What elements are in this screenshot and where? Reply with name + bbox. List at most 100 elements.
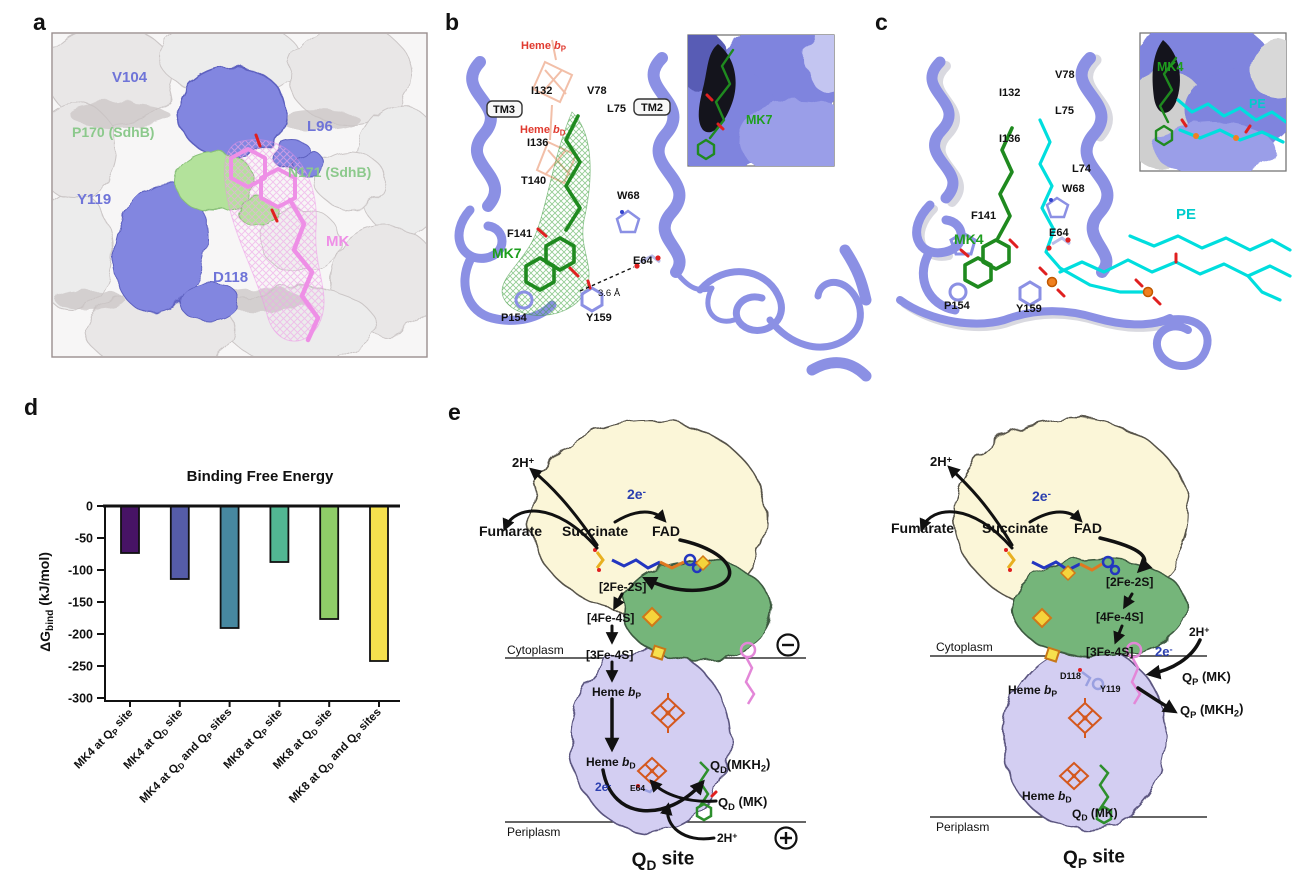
cofactor-glyphs-right	[1004, 548, 1143, 825]
fe3s4-label-r: [3Fe-4S]	[1086, 645, 1133, 659]
tm3-label: TM3	[493, 104, 515, 116]
pe-lipid-sticks	[1046, 276, 1058, 288]
e64-sticks-c	[1065, 237, 1071, 243]
heme-bd-label: b	[553, 124, 560, 136]
electron-flow-arrows-right	[919, 510, 1014, 550]
e64-sticks	[634, 263, 640, 269]
qd-site-caption: QD site	[632, 848, 695, 873]
x-category-label: MK4 at Q	[122, 728, 166, 772]
pe-label: PE	[1176, 206, 1196, 223]
e64-sticks	[655, 255, 661, 261]
y-tick-label: -200	[68, 628, 93, 642]
cofactor-glyphs-right	[1059, 564, 1077, 582]
panel-b-inset	[688, 35, 834, 166]
pe-lipid-sticks	[1058, 266, 1150, 294]
e2-right-label: -	[1169, 644, 1172, 654]
y-tick-label: 0	[86, 500, 93, 514]
bar-6	[369, 505, 389, 662]
x-category-label: D	[310, 727, 321, 738]
w68-ring-c	[1045, 196, 1070, 219]
panel-c-inset	[1233, 135, 1239, 141]
panel-letter-a: a	[33, 9, 46, 35]
cytoplasm-label-r: Cytoplasm	[936, 640, 993, 654]
e2-bottom-label: 2e-	[595, 780, 611, 794]
helix-ribbons-art-c	[912, 200, 966, 258]
h2-bottom-label: 2H+	[717, 831, 737, 845]
h2-top-label-r: +	[947, 454, 953, 464]
helix-ribbons-art	[766, 278, 864, 351]
cofactor-glyphs-right	[1031, 607, 1053, 629]
panel-c-inset	[1140, 33, 1286, 171]
qd-mk-label: D	[728, 802, 735, 812]
y-tick-label: -50	[75, 532, 93, 546]
residue-label-t140: T140	[521, 175, 546, 187]
residue-label-p154: P154	[501, 312, 528, 324]
residue-label-i132-c: I132	[999, 87, 1020, 99]
mk7-label: MK7	[492, 245, 522, 261]
cofactor-glyphs-right	[1091, 677, 1105, 691]
electron-flow-arrows-right	[1145, 638, 1202, 680]
qp-mkh2-label: QP (MKH2)	[1180, 701, 1243, 720]
e2-top-label-r: 2e	[1032, 488, 1048, 504]
qd-mk-label: (MK)	[735, 794, 768, 809]
residue-label-w68-c: W68	[1062, 183, 1085, 195]
e64-sticks	[634, 254, 661, 269]
residue-label-n171: N171 (SdhB)	[288, 164, 371, 180]
p154-sticks	[514, 290, 534, 310]
mk-ligand-sticks	[287, 197, 321, 343]
tm2-label: TM2	[641, 102, 663, 114]
residue-label-v78: V78	[587, 85, 607, 97]
mk7-sticks	[564, 114, 582, 232]
cofactor-glyphs-right	[1044, 646, 1061, 663]
h2-right-label: 2H+	[1189, 625, 1209, 639]
panel-b-inset	[805, 35, 834, 95]
heme-bd-label: Heme bD	[520, 124, 566, 137]
qp-diagram-labels: 2H+ 2e- Fumarate Succinate FAD [2Fe-2S] …	[891, 454, 1243, 871]
panel-c-inset: MK4 PE	[1139, 32, 1287, 172]
cofactor-glyphs-left	[683, 553, 697, 567]
cofactor-glyphs-right	[1125, 641, 1143, 659]
pe-lipid-sticks	[1134, 278, 1144, 288]
residue-label-l96: L96	[307, 118, 333, 135]
panel-c-labels: V78 I132 L75 I136 L74 W68 F141 MK4 E64 P…	[944, 69, 1196, 315]
electron-flow-arrows-right	[947, 465, 1014, 547]
helix-ribbons-art	[454, 205, 507, 263]
y-tick-label: -100	[68, 564, 93, 578]
panel-letter-e: e	[448, 399, 461, 425]
residue-label-p170: P170 (SdhB)	[72, 124, 154, 140]
heme-bd-label: D	[560, 128, 566, 137]
electron-flow-arrows-left	[502, 467, 732, 841]
ligand-label-mk: MK	[326, 233, 349, 250]
h2-right-label: +	[1204, 625, 1209, 635]
panel-c-mk4-pe-site: c	[875, 9, 1292, 370]
electron-flow-arrows-left	[601, 768, 705, 813]
qd-mk-label-r: (MK)	[1088, 806, 1118, 820]
x-category-label: MK4 at Q	[72, 728, 116, 772]
panel-b-inset: MK7	[687, 34, 835, 167]
mk4-label: MK4	[954, 231, 984, 247]
fad-label-r: FAD	[1074, 520, 1102, 536]
x-category-label: P	[354, 731, 365, 742]
panel-b-inset	[696, 138, 716, 161]
residue-label-f141-c: F141	[971, 210, 996, 222]
y-axis-label: bind	[45, 610, 56, 631]
cofactor-glyphs-right	[1082, 715, 1088, 721]
fe2s2-label: [2Fe-2S]	[599, 580, 646, 594]
qp-mkh2-label: )	[1239, 701, 1243, 716]
heme-bd-label: Heme	[520, 124, 553, 136]
qd-mk-label-r: Q	[1072, 807, 1081, 821]
panel-c-inset	[1250, 40, 1286, 100]
heme-bd-label-e: Heme bD	[586, 755, 636, 771]
mk4-sticks	[959, 248, 970, 258]
mk-ligand-sticks	[229, 147, 267, 189]
heme-bd-label-er: Heme bD	[1022, 789, 1072, 805]
residue-label-i136-c: I136	[999, 133, 1020, 145]
tm3-tag-box	[486, 100, 523, 118]
heme-bp-label-e: b	[628, 685, 635, 699]
e2-top-label: -	[643, 487, 646, 498]
iron-sulfur-blob	[621, 559, 773, 661]
y-tick-label: -300	[68, 692, 93, 706]
mk-ligand-sticks	[229, 133, 321, 343]
